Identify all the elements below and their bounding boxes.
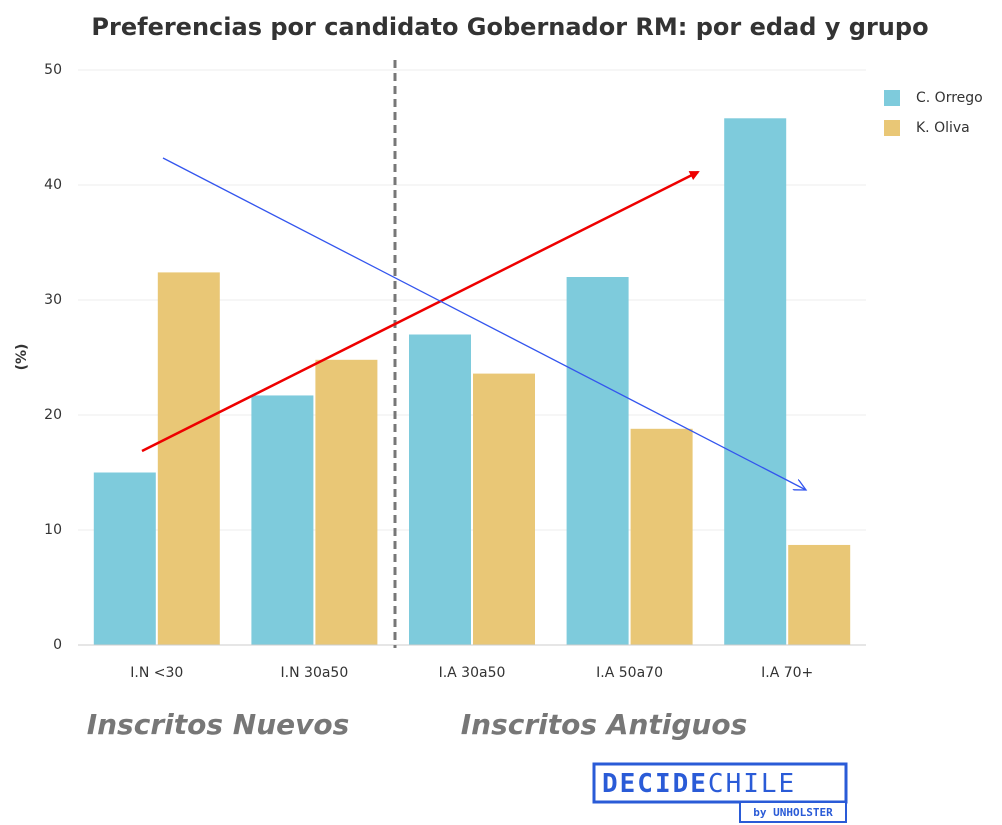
x-tick-label: I.A 50a70 (596, 665, 663, 681)
trend-arrow-blue (162, 157, 806, 490)
legend-label: K. Oliva (916, 120, 970, 136)
logo-sub: by UNHOLSTER (753, 806, 833, 819)
bar (724, 118, 787, 646)
bar (473, 373, 535, 645)
logo-main-text: DECIDE (602, 769, 708, 799)
trend-arrow-red (141, 170, 700, 453)
bar (566, 277, 629, 645)
y-tick-label: 40 (44, 177, 62, 193)
legend-swatch (884, 90, 900, 106)
bar (788, 544, 851, 645)
bar (251, 395, 314, 645)
y-tick-label: 0 (53, 637, 62, 653)
x-tick-label: I.N <30 (130, 665, 183, 681)
x-tick-label: I.A 70+ (761, 665, 813, 681)
x-tick-label: I.A 30a50 (439, 665, 506, 681)
legend-swatch (884, 120, 900, 136)
logo-main: DECIDECHILE (602, 769, 796, 799)
y-tick-label: 30 (44, 292, 62, 308)
group-label: Inscritos Antiguos (461, 708, 748, 741)
bar (315, 359, 378, 645)
legend-label: C. Orrego (916, 90, 983, 106)
logo: DECIDECHILE by UNHOLSTER (592, 762, 848, 823)
y-axis-label: (%) (14, 344, 30, 371)
logo-box (592, 762, 848, 804)
plot: 0 10 20 30 40 50 I.N <30 I.N 30a50 I.A 30a50 I.A … (44, 62, 866, 681)
logo-sub-box (739, 801, 847, 823)
bar (157, 272, 220, 645)
group-label: Inscritos Nuevos (87, 708, 350, 741)
chart-title: Preferencias por candidato Gobernador RM… (91, 13, 928, 41)
bar (409, 334, 471, 645)
y-tick-label: 10 (44, 522, 62, 538)
y-tick-label: 20 (44, 407, 62, 423)
y-tick-label: 50 (44, 62, 62, 78)
bar (93, 472, 156, 645)
bar (630, 428, 693, 645)
logo-light-text: CHILE (708, 769, 796, 799)
x-tick-label: I.N 30a50 (281, 665, 349, 681)
